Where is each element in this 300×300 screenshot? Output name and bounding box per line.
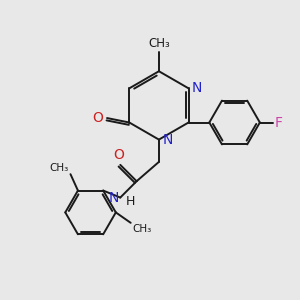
Text: H: H: [126, 195, 135, 208]
Text: O: O: [93, 111, 104, 125]
Text: F: F: [275, 116, 283, 130]
Text: CH₃: CH₃: [148, 37, 170, 50]
Text: N: N: [108, 190, 119, 205]
Text: O: O: [113, 148, 124, 162]
Text: N: N: [163, 133, 173, 147]
Text: N: N: [192, 81, 202, 95]
Text: CH₃: CH₃: [50, 163, 69, 173]
Text: CH₃: CH₃: [133, 224, 152, 234]
